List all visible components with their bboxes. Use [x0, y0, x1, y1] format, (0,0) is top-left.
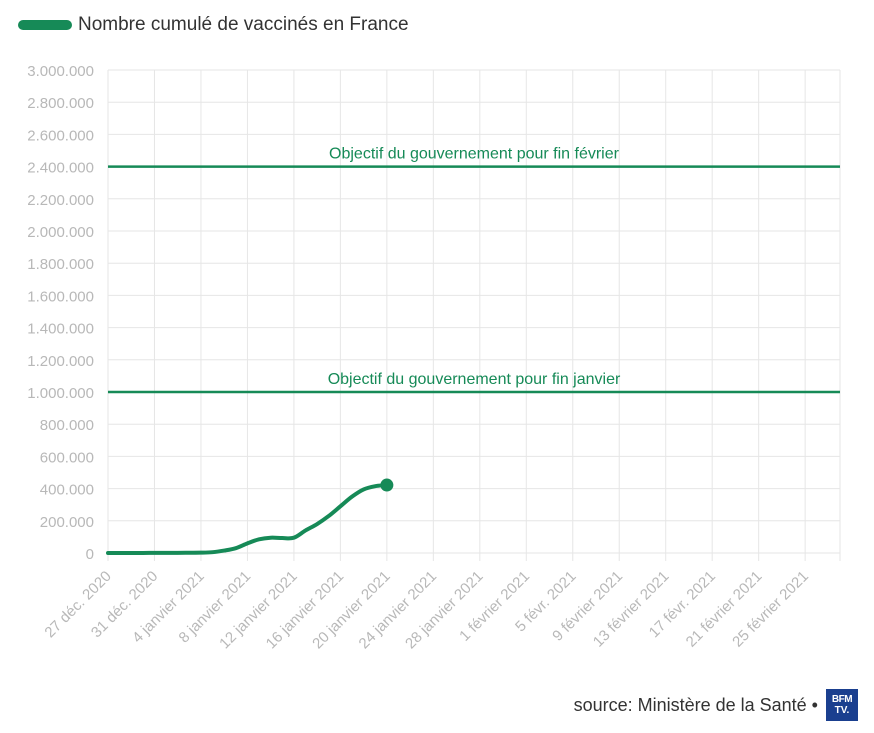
- y-tick-label: 600.000: [40, 449, 94, 466]
- y-tick-label: 1.600.000: [27, 288, 94, 305]
- footer: source: Ministère de la Santé • BFM TV.: [574, 689, 858, 721]
- y-tick-label: 3.000.000: [27, 63, 94, 80]
- y-tick-label: 1.800.000: [27, 256, 94, 273]
- y-tick-label: 1.400.000: [27, 321, 94, 338]
- y-tick-label: 0: [86, 546, 94, 563]
- y-tick-label: 800.000: [40, 417, 94, 434]
- y-tick-label: 1.000.000: [27, 385, 94, 402]
- reference-line-label: Objectif du gouvernement pour fin janvie…: [328, 371, 621, 388]
- reference-lines: Objectif du gouvernement pour fin févrie…: [108, 146, 840, 394]
- y-axis: 0 200.000 400.000 600.000 800.000 1.000.000 1.…: [27, 63, 94, 563]
- y-tick-label: 200.000: [40, 514, 94, 531]
- y-tick-label: 1.200.000: [27, 353, 94, 370]
- legend-label: Nombre cumulé de vaccinés en France: [78, 14, 409, 35]
- y-tick-label: 400.000: [40, 482, 94, 499]
- legend-swatch: [18, 20, 72, 30]
- logo-line-1: BFM: [831, 694, 853, 705]
- series-end-point: [380, 478, 394, 492]
- reference-line-label: Objectif du gouvernement pour fin févrie…: [329, 146, 620, 163]
- grid-lines: [107, 69, 841, 561]
- series-group: [106, 478, 394, 555]
- y-tick-label: 2.800.000: [27, 95, 94, 112]
- y-tick-label: 2.000.000: [27, 224, 94, 241]
- y-tick-label: 2.400.000: [27, 160, 94, 177]
- y-tick-label: 2.600.000: [27, 127, 94, 144]
- source-text: source: Ministère de la Santé •: [573, 694, 818, 715]
- legend: Nombre cumulé de vaccinés en France: [18, 13, 409, 37]
- series-line: [106, 483, 389, 555]
- bfmtv-logo: BFM TV.: [826, 689, 858, 721]
- logo-line-2: TV.: [834, 705, 850, 716]
- y-tick-label: 2.200.000: [27, 192, 94, 209]
